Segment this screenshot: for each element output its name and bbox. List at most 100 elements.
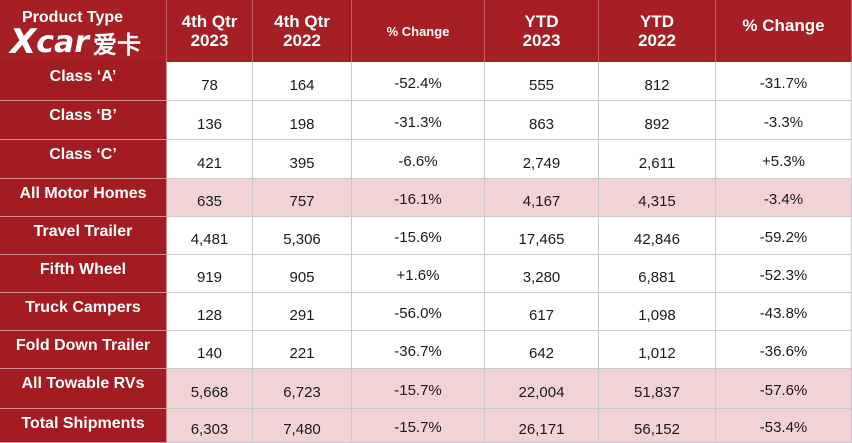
cell-value: 42,846 [634, 231, 680, 248]
cell-value: 17,465 [518, 231, 565, 248]
cell-value: -59.2% [759, 229, 808, 246]
table-row: Class ‘B’ 136 198 -31.3% 863 892 -3.3% [0, 101, 852, 140]
cell-q4-2023: 128 [167, 293, 253, 331]
row-label-text: All Towable RVs [21, 375, 145, 392]
header-ytd-2022: YTD 2022 [599, 0, 716, 62]
cell-pct-change-ytd: -31.7% [716, 62, 852, 101]
cell-pct-change-ytd: -59.2% [716, 217, 852, 255]
cell-value: -15.7% [394, 419, 442, 436]
cell-q4-2022: 198 [253, 101, 352, 140]
cell-ytd-2022: 42,846 [599, 217, 716, 255]
cell-pct-change-quarter: -15.6% [352, 217, 485, 255]
cell-ytd-2023: 863 [485, 101, 599, 140]
cell-ytd-2023: 555 [485, 62, 599, 101]
cell-pct-change-ytd: -36.6% [716, 331, 852, 369]
cell-q4-2022: 6,723 [253, 369, 352, 409]
header-row: Product Type 4th Qtr 2023 4th Qtr 2022 % C… [0, 0, 852, 62]
logo-cn: 爱卡 [93, 31, 142, 59]
cell-q4-2022: 164 [253, 62, 352, 101]
cell-ytd-2023: 2,749 [485, 140, 599, 179]
cell-q4-2022: 7,480 [253, 409, 352, 443]
cell-value: 863 [528, 115, 555, 133]
cell-value: 6,303 [190, 421, 229, 438]
cell-value: 617 [528, 307, 555, 324]
cell-value: 635 [196, 193, 223, 210]
cell-value: 26,171 [518, 421, 565, 438]
cell-value: 136 [196, 115, 223, 133]
cell-ytd-2022: 4,315 [599, 179, 716, 217]
cell-value: 128 [196, 307, 223, 324]
cell-value: 4,167 [522, 193, 561, 210]
row-label: Class ‘B’ [0, 101, 167, 140]
table-row: Travel Trailer 4,481 5,306 -15.6% 17,465 42,8… [0, 217, 852, 255]
cell-value: 56,152 [634, 421, 680, 438]
header-ytd-2023: YTD 2023 [485, 0, 599, 62]
header-product-type-text: Product Type [22, 9, 124, 26]
row-label-text: Class ‘C’ [49, 146, 117, 163]
header-q4-2022: 4th Qtr 2022 [253, 0, 352, 62]
header-pct-change-quarter-text: % Change [386, 23, 450, 39]
cell-value: 5,668 [190, 384, 229, 401]
cell-value: 757 [289, 193, 315, 210]
cell-pct-change-quarter: -52.4% [352, 62, 485, 101]
header-product-type: Product Type [0, 0, 167, 62]
cell-pct-change-ytd: -52.3% [716, 255, 852, 293]
cell-value: 7,480 [283, 421, 321, 438]
cell-ytd-2023: 22,004 [485, 369, 599, 409]
cell-pct-change-ytd: -43.8% [716, 293, 852, 331]
cell-value: 4,315 [638, 193, 676, 210]
row-label: Total Shipments [0, 409, 167, 443]
cell-value: 6,881 [638, 269, 676, 286]
cell-value: -56.0% [394, 305, 442, 322]
cell-value: -31.3% [394, 113, 442, 131]
row-label-text: Travel Trailer [33, 223, 133, 240]
cell-q4-2022: 221 [253, 331, 352, 369]
cell-value: -43.8% [759, 305, 808, 322]
cell-ytd-2022: 6,881 [599, 255, 716, 293]
header-pct-change-quarter: % Change [352, 0, 485, 62]
cell-ytd-2022: 56,152 [599, 409, 716, 443]
header-ytd-2023-line1: YTD [524, 12, 559, 31]
cell-value: 642 [528, 345, 555, 362]
cell-ytd-2023: 642 [485, 331, 599, 369]
row-label-text: All Motor Homes [19, 185, 147, 202]
cell-q4-2023: 421 [167, 140, 253, 179]
cell-q4-2023: 919 [167, 255, 253, 293]
cell-value: -53.4% [759, 419, 808, 436]
cell-value: -15.7% [394, 382, 442, 399]
row-label: Truck Campers [0, 293, 167, 331]
header-pct-change-ytd-text: % Change [742, 16, 825, 35]
header-ytd-2022-line1: YTD [640, 12, 674, 31]
cell-pct-change-quarter: -15.7% [352, 369, 485, 409]
cell-q4-2023: 5,668 [167, 369, 253, 409]
cell-value: 421 [196, 154, 223, 172]
cell-ytd-2023: 26,171 [485, 409, 599, 443]
cell-value: 78 [201, 76, 218, 94]
cell-q4-2022: 757 [253, 179, 352, 217]
cell-value: 2,611 [638, 154, 676, 172]
cell-value: -36.7% [394, 343, 442, 360]
cell-ytd-2023: 17,465 [485, 217, 599, 255]
cell-value: 291 [289, 307, 315, 324]
cell-value: -36.6% [759, 343, 808, 360]
table-row: Fifth Wheel 919 905 +1.6% 3,280 6,881 -52.3% [0, 255, 852, 293]
cell-ytd-2022: 1,098 [599, 293, 716, 331]
table-row: Class ‘A’ 78 164 -52.4% 555 812 -31.7% [0, 62, 852, 101]
row-label-text: Class ‘A’ [49, 68, 117, 85]
table-row: Class ‘C’ 421 395 -6.6% 2,749 2,611 +5.3% [0, 140, 852, 179]
header-q4-2022-line1: 4th Qtr [274, 12, 330, 31]
cell-q4-2022: 395 [253, 140, 352, 179]
cell-value: -52.4% [394, 74, 442, 92]
cell-value: 812 [644, 76, 670, 94]
cell-pct-change-ytd: -57.6% [716, 369, 852, 409]
cell-value: +1.6% [396, 267, 440, 284]
cell-q4-2023: 140 [167, 331, 253, 369]
cell-q4-2022: 905 [253, 255, 352, 293]
cell-q4-2023: 136 [167, 101, 253, 140]
cell-q4-2023: 6,303 [167, 409, 253, 443]
table-row: Truck Campers 128 291 -56.0% 617 1,098 -43.8% [0, 293, 852, 331]
cell-pct-change-quarter: -15.7% [352, 409, 485, 443]
cell-value: 555 [528, 76, 555, 94]
